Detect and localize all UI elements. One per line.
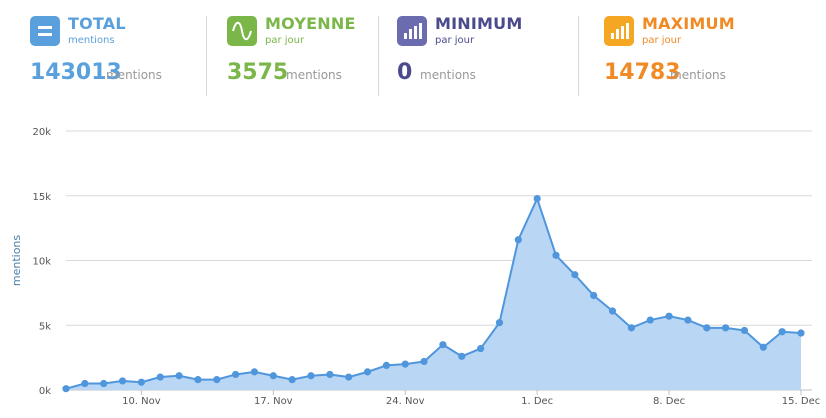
stat-average-sub: par jour — [265, 35, 305, 46]
data-point — [590, 291, 598, 300]
data-point — [533, 194, 541, 203]
stat-maximum-label: MAXIMUM — [642, 14, 735, 33]
bars-high-icon — [604, 16, 634, 46]
data-point — [646, 316, 654, 324]
data-point — [118, 377, 127, 385]
stat-maximum-unit: mentions — [670, 68, 726, 82]
data-point — [778, 328, 786, 336]
data-point — [382, 361, 390, 369]
mentions-area-chart: 0k 5k 10k 15k 20k mentions 10. Nov 17. Nov 24. N… — [10, 127, 820, 407]
data-point — [194, 376, 202, 384]
stat-divider — [578, 16, 579, 96]
data-point — [495, 319, 504, 327]
stat-average-unit: mentions — [286, 68, 342, 82]
data-point — [213, 376, 221, 384]
data-point — [345, 373, 353, 381]
x-tick-label: 17. Nov — [254, 396, 293, 407]
data-point — [740, 326, 749, 335]
stat-total-label: TOTAL — [68, 14, 126, 33]
stat-minimum-label: MINIMUM — [435, 14, 523, 33]
data-point — [797, 329, 805, 337]
stat-minimum-value: 0 — [397, 60, 413, 85]
data-point — [156, 373, 164, 381]
data-point — [307, 372, 315, 380]
stat-minimum-sub: par jour — [435, 35, 475, 46]
data-point — [326, 370, 334, 379]
y-tick-label: 10k — [32, 257, 51, 268]
y-axis-label: mentions — [10, 235, 23, 287]
stat-total-unit: mentions — [106, 68, 162, 82]
y-tick-label: 20k — [32, 127, 51, 138]
data-point — [684, 316, 692, 324]
x-tick-label: 1. Dec — [521, 396, 553, 407]
bars-low-icon — [397, 16, 427, 46]
stat-total-value: 143013 — [30, 60, 122, 85]
data-point — [458, 352, 466, 360]
data-point — [81, 379, 89, 388]
x-tick-label: 8. Dec — [653, 396, 685, 407]
series-area — [66, 198, 801, 390]
data-point — [722, 324, 730, 332]
data-point — [439, 341, 447, 349]
data-point — [759, 343, 767, 351]
y-tick-label: 0k — [39, 386, 51, 397]
data-point — [665, 312, 673, 320]
x-tick-label: 10. Nov — [122, 396, 161, 407]
stats-bar: TOTAL mentions 143013 mentions MOYENNE p… — [0, 0, 826, 100]
stat-maximum-sub: par jour — [642, 35, 682, 46]
stat-divider — [206, 16, 207, 96]
data-point — [514, 236, 522, 244]
data-point — [363, 368, 372, 376]
data-point — [401, 360, 409, 368]
series-line — [65, 195, 802, 390]
stat-average-value: 3575 — [227, 60, 289, 85]
y-tick-label: 15k — [32, 192, 51, 203]
data-point — [420, 357, 428, 366]
y-tick-label: 5k — [39, 321, 51, 332]
data-point — [608, 307, 617, 315]
data-point — [175, 372, 183, 380]
list-icon — [30, 16, 60, 46]
data-point — [571, 271, 579, 279]
wave-icon — [227, 16, 257, 46]
stat-average-label: MOYENNE — [265, 14, 356, 33]
stat-total-sub: mentions — [68, 35, 115, 46]
data-point — [552, 251, 560, 259]
data-point — [477, 344, 485, 353]
stat-divider — [378, 16, 379, 96]
data-point — [627, 324, 635, 332]
data-point — [62, 385, 70, 393]
data-point — [100, 379, 108, 388]
data-point — [250, 368, 259, 376]
data-point — [269, 372, 277, 380]
stat-maximum-value: 14783 — [604, 60, 681, 85]
data-point — [232, 370, 240, 379]
x-tick-label: 24. Nov — [386, 396, 425, 407]
data-point — [703, 324, 711, 332]
x-tick-label: 15. Dec — [782, 396, 820, 407]
data-point — [137, 378, 145, 386]
stat-minimum-unit: mentions — [420, 68, 476, 82]
data-point — [288, 376, 296, 384]
